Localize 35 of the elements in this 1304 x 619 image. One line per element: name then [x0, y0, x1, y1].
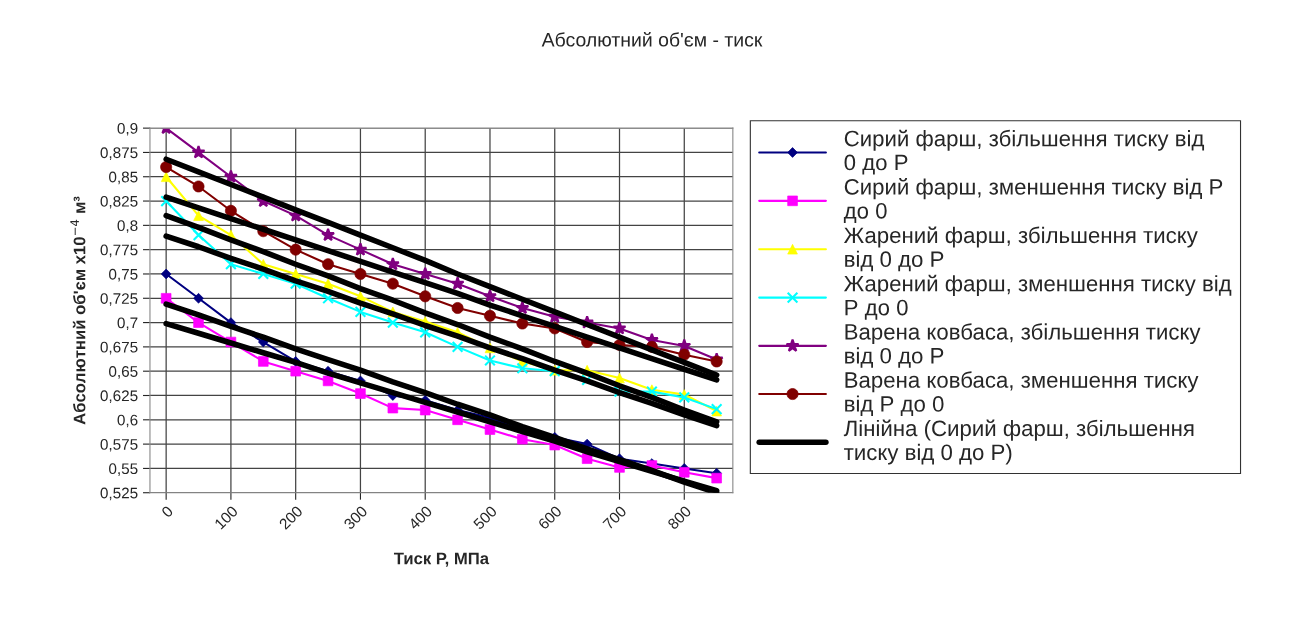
y-tick-label: 0,725: [100, 293, 138, 306]
y-tick-label: 0,85: [109, 171, 138, 185]
x-tick-label: 0: [160, 505, 174, 519]
y-axis-title: Абсолютний об'єм х10$^{−4}$ м³: [70, 196, 86, 425]
y-tick-label: 0,825: [100, 195, 138, 209]
x-tick-label: 100: [214, 505, 239, 530]
y-tick-label: 0,675: [100, 341, 138, 355]
legend-label: Жарений фарш, збільшення тиску від 0 до Р: [843, 226, 1198, 272]
x-tick-label: 800: [667, 505, 692, 531]
legend-label: Варена ковбаса, збільшення тиску від 0 до Р: [845, 323, 1201, 368]
chart-title: Абсолютний об'єм - тиск: [541, 31, 763, 47]
legend-label: Лінійна (Сирий фарш, збільшення тиску від 0 до Р): [843, 419, 1194, 465]
y-tick-label: 0,9: [117, 123, 138, 136]
y-tick-label: 0,875: [100, 147, 138, 160]
legend-label: Жарений фарш, зменшення тиску від Р до 0: [843, 274, 1232, 320]
y-tick-label: 0,6: [117, 414, 138, 428]
y-tick-label: 0,7: [117, 317, 138, 331]
x-axis-title: Тиск Р, МПа: [393, 552, 490, 567]
y-tick-label: 0,65: [109, 366, 138, 379]
y-tick-label: 0,625: [100, 390, 138, 403]
legend-label: Варена ковбаса, зменшення тиску від Р до 0: [845, 371, 1199, 417]
legend-label: Сирий фарш, зменшення тиску від Р до 0: [843, 178, 1223, 223]
x-tick-label: 400: [407, 505, 433, 531]
y-tick-label: 0,575: [100, 438, 138, 452]
y-tick-label: 0,525: [100, 487, 138, 501]
legend-label: Сирий фарш, збільшення тиску від 0 до Р: [844, 129, 1205, 175]
x-tick-label: 500: [472, 505, 498, 531]
y-tick-label: 0,775: [100, 244, 138, 258]
y-tick-label: 0,55: [109, 463, 138, 476]
y-tick-label: 0,8: [117, 220, 138, 233]
x-tick-label: 700: [602, 505, 628, 530]
x-tick-label: 200: [278, 505, 304, 530]
x-tick-label: 300: [343, 505, 368, 531]
y-tick-label: 0,75: [109, 268, 138, 282]
x-tick-label: 600: [537, 505, 563, 530]
